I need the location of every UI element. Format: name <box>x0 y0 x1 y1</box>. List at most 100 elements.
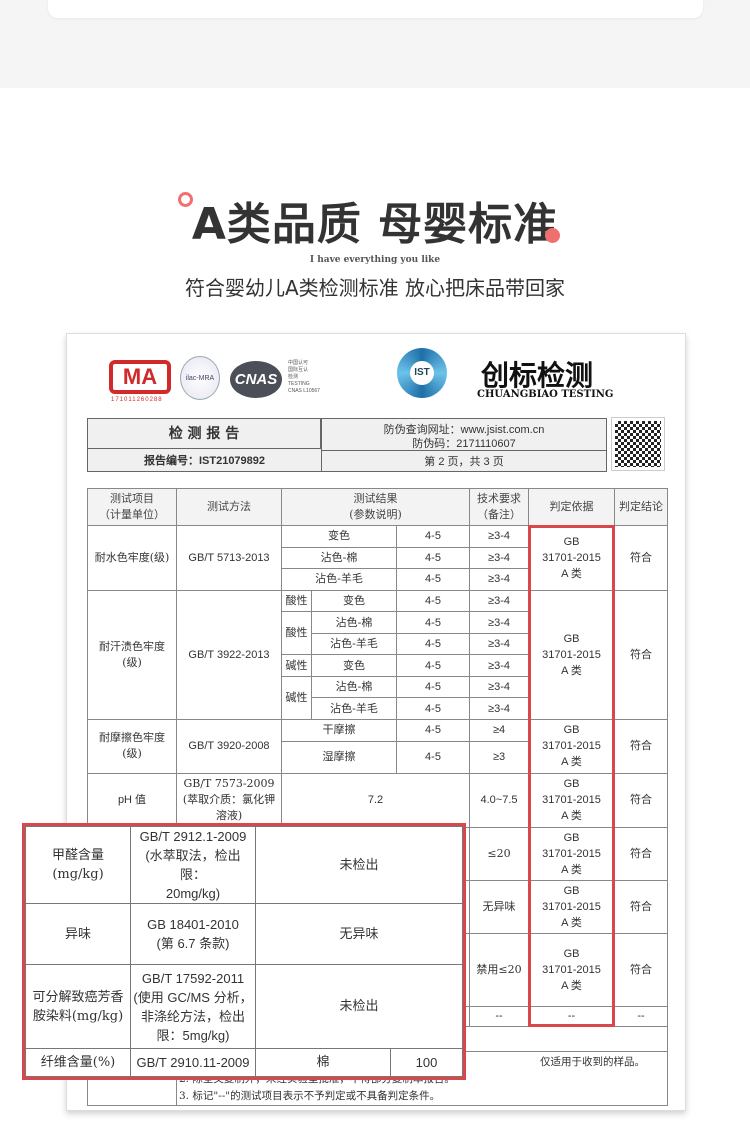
report-title: 检 测 报 告 <box>88 419 321 449</box>
table-cell: 符合 <box>614 879 669 934</box>
table-cell: 耐汗渍色牢度 (级) <box>87 589 177 720</box>
qr-code <box>611 417 665 471</box>
table-cell: -- <box>469 1005 530 1027</box>
table-cell: ≥3-4 <box>469 525 530 548</box>
verify-code: 防伪码：2171110607 <box>412 438 516 450</box>
table-row: 碱性 变色 4-5 ≥3-4 <box>88 654 668 677</box>
table-cell: 4-5 <box>395 589 471 613</box>
top-band <box>0 0 750 88</box>
subtitle: 符合婴幼儿A类检测标准 放心把床品带回家 <box>184 276 566 300</box>
table-cell: GB/T 2912.1-2009 (水萃取法，检出限： 20mg/kg) <box>130 826 256 904</box>
note-3: 3. 标记"--"的测试项目表示不予判定或不具备判定条件。 <box>179 1089 441 1102</box>
table-cell: 沾色-棉 <box>311 611 397 634</box>
table-row: 酸性 沾色-棉 4-5 ≥3-4 <box>88 611 668 656</box>
table-cell: ≥3 <box>469 740 530 774</box>
table-cell: 100 <box>389 1048 464 1077</box>
table-header: 测试项目 （计量单位） 测试方法 测试结果 (参数说明) 技术要求 （备注） 判… <box>87 488 669 526</box>
table-cell: ≥4 <box>469 718 530 742</box>
table-cell: ≥3-4 <box>469 697 530 720</box>
table-cell: 禁用≤20 <box>469 932 530 1007</box>
table-cell: 沾色-棉 <box>281 546 397 570</box>
table-cell: 变色 <box>281 525 397 548</box>
table-cell: 可分解致癌芳香 胺染料(mg/kg) <box>25 964 131 1049</box>
table-row: 沾色-羊毛 4-5 ≥3-4 <box>88 568 668 591</box>
table-cell: GB 31701-2015 A 类 <box>528 525 616 591</box>
table-cell: 4-5 <box>395 697 471 720</box>
report-number: 报告编号：IST21079892 <box>143 455 266 467</box>
table-cell: ≥3-4 <box>469 654 530 677</box>
table-cell: 酸性 <box>281 611 312 656</box>
decor-dot <box>545 228 560 243</box>
table-cell: ≥3-4 <box>469 632 530 656</box>
table-cell: -- <box>614 1005 669 1027</box>
table-cell: 4-5 <box>395 546 471 570</box>
table-cell: 4-5 <box>395 525 471 548</box>
table-cell: GB/T 3922-2013 <box>176 589 282 720</box>
table-cell: 7.2 <box>280 772 471 828</box>
table-cell: GB/T 2910.11-2009 <box>130 1048 256 1077</box>
col-requirement: 技术要求 （备注） <box>469 488 530 526</box>
table-cell: 无异味 <box>469 879 530 934</box>
table-cell: 棉 <box>255 1048 391 1077</box>
table-cell: 甲醛含量 (mg/kg) <box>25 826 131 904</box>
ist-logo-text: IST <box>410 361 434 385</box>
table-cell: 未检出 <box>254 826 464 904</box>
table-cell: 4-5 <box>395 675 471 699</box>
col-method: 测试方法 <box>176 488 282 526</box>
table-cell: 4-5 <box>395 718 471 742</box>
cma-logo: MA <box>109 360 171 394</box>
table-cell: 耐摩擦色牢度 (级) <box>87 718 177 774</box>
tagline: I have everything you like <box>309 255 441 265</box>
table-cell: 无异味 <box>254 903 464 965</box>
table-cell: 未检出 <box>254 964 464 1049</box>
table-row: 沾色-棉 4-5 ≥3-4 <box>88 546 668 570</box>
table-cell: GB 18401-2010 (第 6.7 条款) <box>130 903 256 965</box>
table-row: 碱性 沾色-棉 4-5 ≥3-4 <box>88 675 668 720</box>
table-cell: ≥3-4 <box>469 675 530 699</box>
col-conclusion: 判定结论 <box>614 488 669 526</box>
table-cell: ≥3-4 <box>469 568 530 591</box>
table-cell: 4-5 <box>395 632 471 656</box>
table-cell: 4-5 <box>395 568 471 591</box>
table-cell: GB/T 17592-2011 (使用 GC/MS 分析， 非涤纶方法，检出 限… <box>130 964 256 1049</box>
table-cell: GB 31701-2015 A 类 <box>528 772 616 828</box>
page-number: 第 2 页，共 3 页 <box>321 450 607 473</box>
table-row: 异味 GB 18401-2010 (第 6.7 条款) 无异味 <box>25 903 464 965</box>
table-cell: 碱性 <box>281 675 312 720</box>
table-row: 可分解致癌芳香 胺染料(mg/kg) GB/T 17592-2011 (使用 GC… <box>25 964 464 1049</box>
decor-ring <box>178 192 193 207</box>
table-cell: GB/T 7573-2009 (萃取介质：氯化钾溶液) <box>176 772 282 828</box>
table-cell: 符合 <box>614 525 669 591</box>
table-cell: 4-5 <box>395 654 471 677</box>
brand-name-en: CHUANGBIAO TESTING <box>477 389 614 400</box>
table-cell: 4.0~7.5 <box>469 772 530 828</box>
table-row: 耐汗渍色牢度 (级) GB/T 3922-2013 酸性 变色 4-5 ≥3-4 GB 31… <box>87 589 669 720</box>
highlight-table: 甲醛含量 (mg/kg) GB/T 2912.1-2009 (水萃取法，检出限： … <box>21 823 467 1080</box>
ilac-logo: ilac-MRA <box>180 356 220 400</box>
table-cell: 湿摩擦 <box>281 740 397 774</box>
top-card <box>48 0 703 18</box>
basis-highlight <box>528 525 615 1027</box>
table-cell: 沾色-羊毛 <box>311 632 397 656</box>
table-cell: 4-5 <box>395 740 471 774</box>
table-cell: 符合 <box>614 826 669 881</box>
col-item: 测试项目 （计量单位） <box>87 488 177 526</box>
report-header: 检 测 报 告 防伪查询网址：www.jsist.com.cn 防伪码：2171… <box>87 418 607 472</box>
table-cell: 干摩擦 <box>281 718 397 742</box>
cnas-logo: CNAS <box>230 361 282 398</box>
table-cell: 沾色-羊毛 <box>281 568 397 591</box>
note-1: 仅适用于收到的样品。 <box>540 1055 646 1068</box>
brand-name-cn: 创标检测 <box>481 359 594 392</box>
table-cell: ≤20 <box>469 826 530 881</box>
table-cell: 变色 <box>311 589 397 613</box>
table-cell: pH 值 <box>87 772 177 828</box>
col-basis: 判定依据 <box>528 488 616 526</box>
table-cell: 符合 <box>614 589 669 720</box>
table-cell: ≥3-4 <box>469 546 530 570</box>
cma-number: 171011260288 <box>111 397 163 403</box>
table-cell: 变色 <box>311 654 397 677</box>
table-cell: GB 31701-2015 A 类 <box>528 718 616 774</box>
table-cell: GB/T 5713-2013 <box>176 525 282 591</box>
table-cell: 纤维含量(%) <box>25 1048 131 1077</box>
verify-url: 防伪查询网址：www.jsist.com.cn <box>383 424 545 436</box>
